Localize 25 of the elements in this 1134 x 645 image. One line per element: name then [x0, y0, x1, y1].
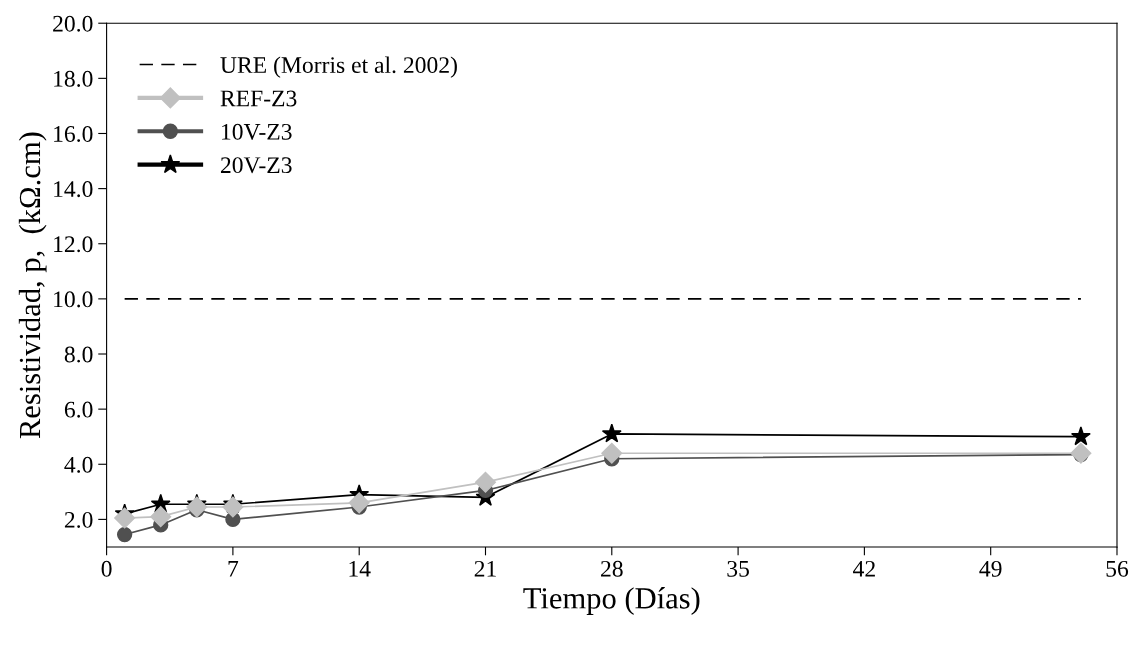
- y-tick-label: 8.0: [64, 346, 93, 363]
- y-tick-label: 12.0: [54, 236, 93, 253]
- y-tick-label: 6.0: [64, 401, 93, 418]
- x-tick-label: 35: [727, 560, 749, 577]
- x-axis-title: Tiempo (Días): [523, 587, 700, 615]
- y-tick-label: 16.0: [54, 125, 93, 143]
- y-tick-label: 14.0: [54, 181, 93, 198]
- y-axis-title: Resistividad, p, (kΩ.cm): [18, 132, 47, 439]
- x-tick-label: 49: [979, 560, 1002, 577]
- x-tick-label: 42: [853, 560, 875, 577]
- legend-label: 10V-Z3: [222, 123, 292, 140]
- x-tick-label: 28: [601, 560, 623, 577]
- y-tick-label: 2.0: [64, 511, 93, 528]
- legend-label: 20V-Z3: [220, 157, 292, 174]
- y-tick-label: 18.0: [54, 70, 93, 87]
- legend-label: REF-Z3: [220, 90, 297, 107]
- x-tick-label: 21: [474, 560, 496, 577]
- x-tick-label: 7: [228, 561, 239, 577]
- x-tick-label: 0: [101, 560, 112, 577]
- x-tick-label: 14: [349, 560, 371, 577]
- x-tick-label: 56: [1106, 560, 1129, 577]
- y-tick-label: 10.0: [54, 291, 93, 308]
- legend-label: URE (Morris et al. 2002): [220, 56, 457, 78]
- y-tick-label: 20.0: [53, 15, 93, 32]
- y-tick-label: 4.0: [64, 456, 93, 473]
